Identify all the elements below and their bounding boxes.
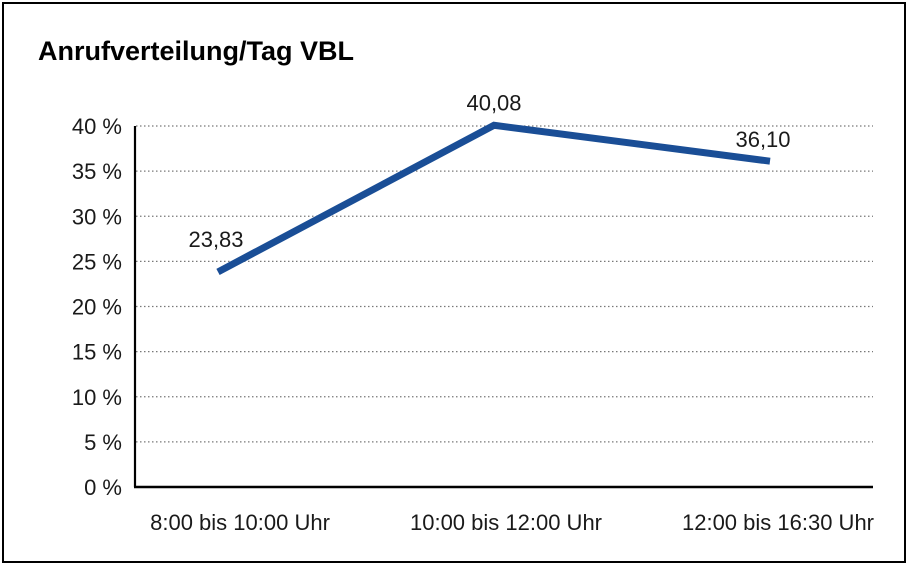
y-tick-label: 0 % [84,475,122,500]
y-tick-label: 15 % [72,340,122,365]
y-tick-label: 5 % [84,430,122,455]
y-tick-label: 30 % [72,204,122,229]
chart-title: Anrufverteilung/Tag VBL [38,36,354,66]
x-tick-label: 12:00 bis 16:30 Uhr [682,510,874,535]
plot-area: 0 % 5 % 10 % 15 % 20 % 25 % 30 % 35 % 40 % 8:00 b… [72,90,874,535]
x-tick-label: 10:00 bis 12:00 Uhr [410,510,602,535]
data-series-line [216,121,771,276]
y-tick-label: 25 % [72,249,122,274]
y-tick-label: 40 % [72,114,122,139]
y-tick-label: 10 % [72,385,122,410]
data-point-label: 36,10 [735,127,790,152]
y-tick-label: 20 % [72,295,122,320]
y-tick-label: 35 % [72,159,122,184]
data-point-label: 40,08 [466,90,521,115]
data-point-label: 23,83 [188,227,243,252]
x-tick-label: 8:00 bis 10:00 Uhr [150,510,330,535]
